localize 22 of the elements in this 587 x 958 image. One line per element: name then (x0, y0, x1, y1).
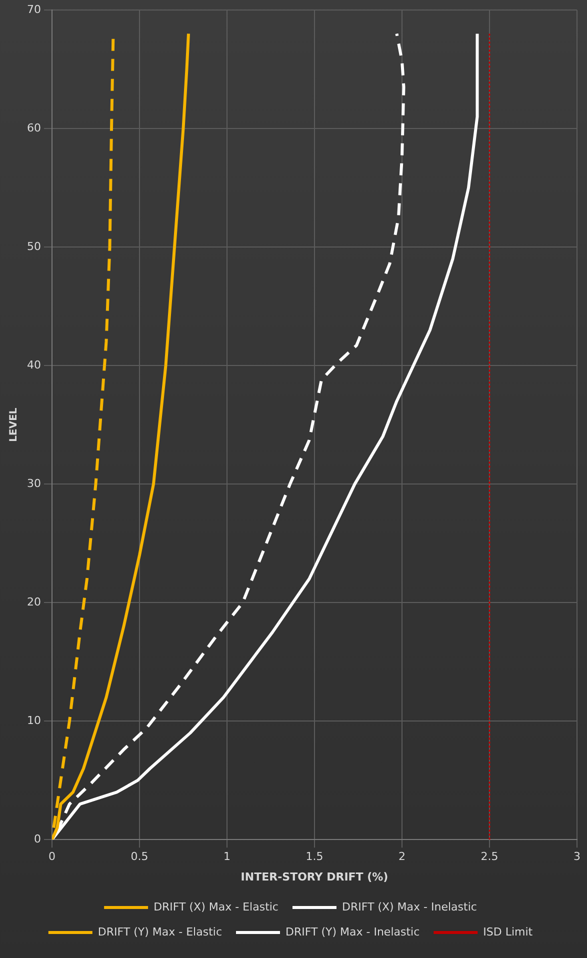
y-axis-title: LEVEL (8, 407, 20, 442)
y-tick-label: 10 (26, 714, 41, 727)
legend-label: DRIFT (X) Max - Inelastic (342, 900, 477, 914)
y-tick-label: 0 (34, 832, 41, 846)
x-tick-label: 3 (574, 850, 580, 864)
legend-label: DRIFT (Y) Max - Inelastic (286, 925, 420, 938)
legend-label: DRIFT (X) Max - Elastic (154, 900, 278, 914)
y-tick-label: 30 (26, 476, 41, 490)
x-tick-label: 2 (398, 850, 406, 864)
y-tick-label: 70 (26, 2, 41, 16)
y-tick-label: 40 (26, 358, 41, 372)
x-tick-label: 1 (224, 850, 230, 864)
x-tick-label: 1.5 (306, 850, 324, 864)
x-tick-label: 0.5 (130, 850, 148, 864)
x-tick-label: 0 (48, 850, 56, 864)
legend-label: ISD Limit (483, 925, 534, 938)
x-tick-label: 2.5 (480, 850, 498, 864)
y-tick-label: 60 (26, 121, 41, 134)
x-axis-title: INTER-STORY DRIFT (%) (240, 870, 388, 884)
y-tick-label: 20 (26, 595, 41, 608)
y-tick-label: 50 (26, 240, 41, 253)
legend-label: DRIFT (Y) Max - Elastic (98, 925, 222, 938)
